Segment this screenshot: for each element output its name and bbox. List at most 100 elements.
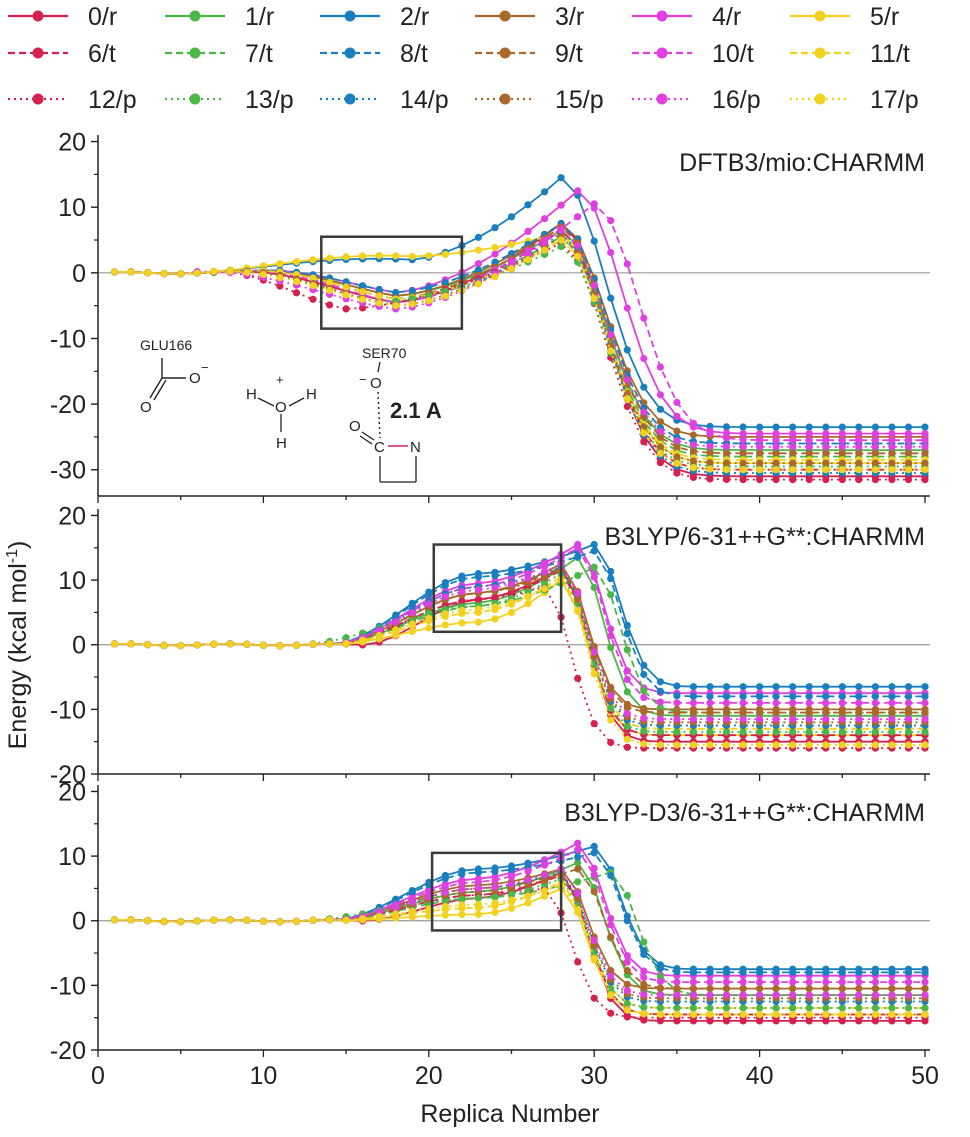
data-point bbox=[491, 899, 499, 907]
data-point bbox=[772, 692, 780, 701]
data-point bbox=[375, 626, 383, 635]
highlight-box bbox=[432, 543, 563, 634]
series-line bbox=[114, 238, 925, 471]
data-point bbox=[888, 436, 896, 444]
data-point bbox=[425, 893, 433, 901]
data-point bbox=[574, 839, 582, 847]
y-tick-label: 0 bbox=[72, 260, 86, 288]
data-point bbox=[408, 620, 416, 628]
data-point bbox=[822, 728, 830, 736]
data-point bbox=[392, 910, 400, 918]
data-point bbox=[458, 597, 466, 605]
data-point bbox=[607, 738, 615, 747]
y-tick-label: 10 bbox=[58, 843, 86, 871]
legend-entry: 2/r bbox=[320, 3, 429, 31]
data-point bbox=[359, 252, 367, 260]
data-point bbox=[756, 692, 764, 701]
data-point bbox=[441, 581, 449, 590]
data-point bbox=[491, 883, 499, 891]
data-point bbox=[309, 256, 317, 264]
data-point bbox=[474, 595, 482, 604]
data-point bbox=[904, 683, 913, 691]
data-point bbox=[640, 661, 648, 669]
data-point bbox=[722, 423, 731, 431]
data-point bbox=[425, 624, 433, 632]
data-point bbox=[640, 967, 648, 975]
data-point bbox=[756, 699, 764, 707]
data-point bbox=[458, 879, 466, 887]
data-point bbox=[805, 430, 813, 438]
data-point bbox=[441, 621, 449, 629]
data-point bbox=[507, 896, 516, 904]
data-point bbox=[739, 429, 747, 438]
series-line bbox=[114, 887, 925, 1019]
data-point bbox=[805, 1010, 813, 1019]
data-point bbox=[888, 985, 896, 993]
data-point bbox=[656, 391, 665, 399]
data-point bbox=[656, 427, 665, 435]
data-point bbox=[524, 227, 532, 235]
data-point bbox=[805, 991, 813, 999]
data-point bbox=[722, 978, 731, 986]
data-point bbox=[491, 876, 499, 884]
data-point bbox=[623, 958, 631, 966]
x-tick-label: 0 bbox=[91, 1062, 105, 1090]
data-point bbox=[574, 878, 582, 886]
data-point bbox=[739, 741, 747, 749]
data-point bbox=[822, 430, 830, 438]
data-point bbox=[789, 1004, 797, 1012]
series-line bbox=[114, 871, 925, 1003]
data-point bbox=[640, 708, 648, 716]
data-point bbox=[326, 286, 334, 294]
data-point bbox=[375, 285, 383, 294]
data-point bbox=[408, 252, 416, 260]
data-point bbox=[259, 917, 267, 925]
data-point bbox=[706, 1004, 714, 1012]
data-point bbox=[491, 603, 499, 611]
data-point bbox=[904, 443, 913, 451]
legend-entry: 10/t bbox=[632, 40, 754, 68]
data-point bbox=[640, 354, 648, 363]
y-tick-label: 10 bbox=[58, 194, 86, 222]
data-point bbox=[507, 904, 516, 912]
data-point bbox=[921, 423, 929, 431]
data-point bbox=[673, 984, 681, 993]
data-point bbox=[491, 893, 499, 901]
series-line bbox=[114, 229, 925, 448]
legend-label: 0/r bbox=[88, 3, 117, 31]
data-point bbox=[507, 265, 516, 273]
series-line bbox=[114, 871, 925, 996]
data-point bbox=[656, 418, 665, 426]
data-point bbox=[474, 901, 482, 909]
data-point bbox=[706, 709, 714, 717]
data-point bbox=[772, 1010, 780, 1019]
data-point bbox=[871, 1010, 880, 1019]
data-point bbox=[607, 331, 615, 339]
data-point bbox=[640, 1010, 648, 1018]
data-point bbox=[822, 709, 830, 717]
data-point bbox=[921, 692, 929, 701]
data-point bbox=[541, 246, 549, 254]
data-point bbox=[673, 1004, 681, 1012]
data-point bbox=[458, 885, 466, 894]
data-point bbox=[673, 978, 681, 986]
data-point bbox=[110, 640, 119, 648]
data-point bbox=[259, 270, 267, 279]
series-line bbox=[114, 176, 925, 428]
data-point bbox=[871, 430, 880, 438]
data-point bbox=[921, 699, 929, 707]
data-point bbox=[309, 916, 317, 924]
data-point bbox=[673, 443, 681, 451]
data-point bbox=[673, 715, 681, 723]
data-point bbox=[706, 985, 714, 993]
data-point bbox=[722, 699, 731, 707]
data-point bbox=[871, 728, 880, 736]
y-tick-label: 20 bbox=[58, 129, 86, 157]
data-point bbox=[706, 459, 714, 467]
data-point bbox=[623, 966, 631, 975]
data-point bbox=[838, 443, 846, 451]
data-point bbox=[574, 889, 582, 897]
data-point bbox=[706, 692, 714, 701]
data-point bbox=[855, 436, 863, 444]
